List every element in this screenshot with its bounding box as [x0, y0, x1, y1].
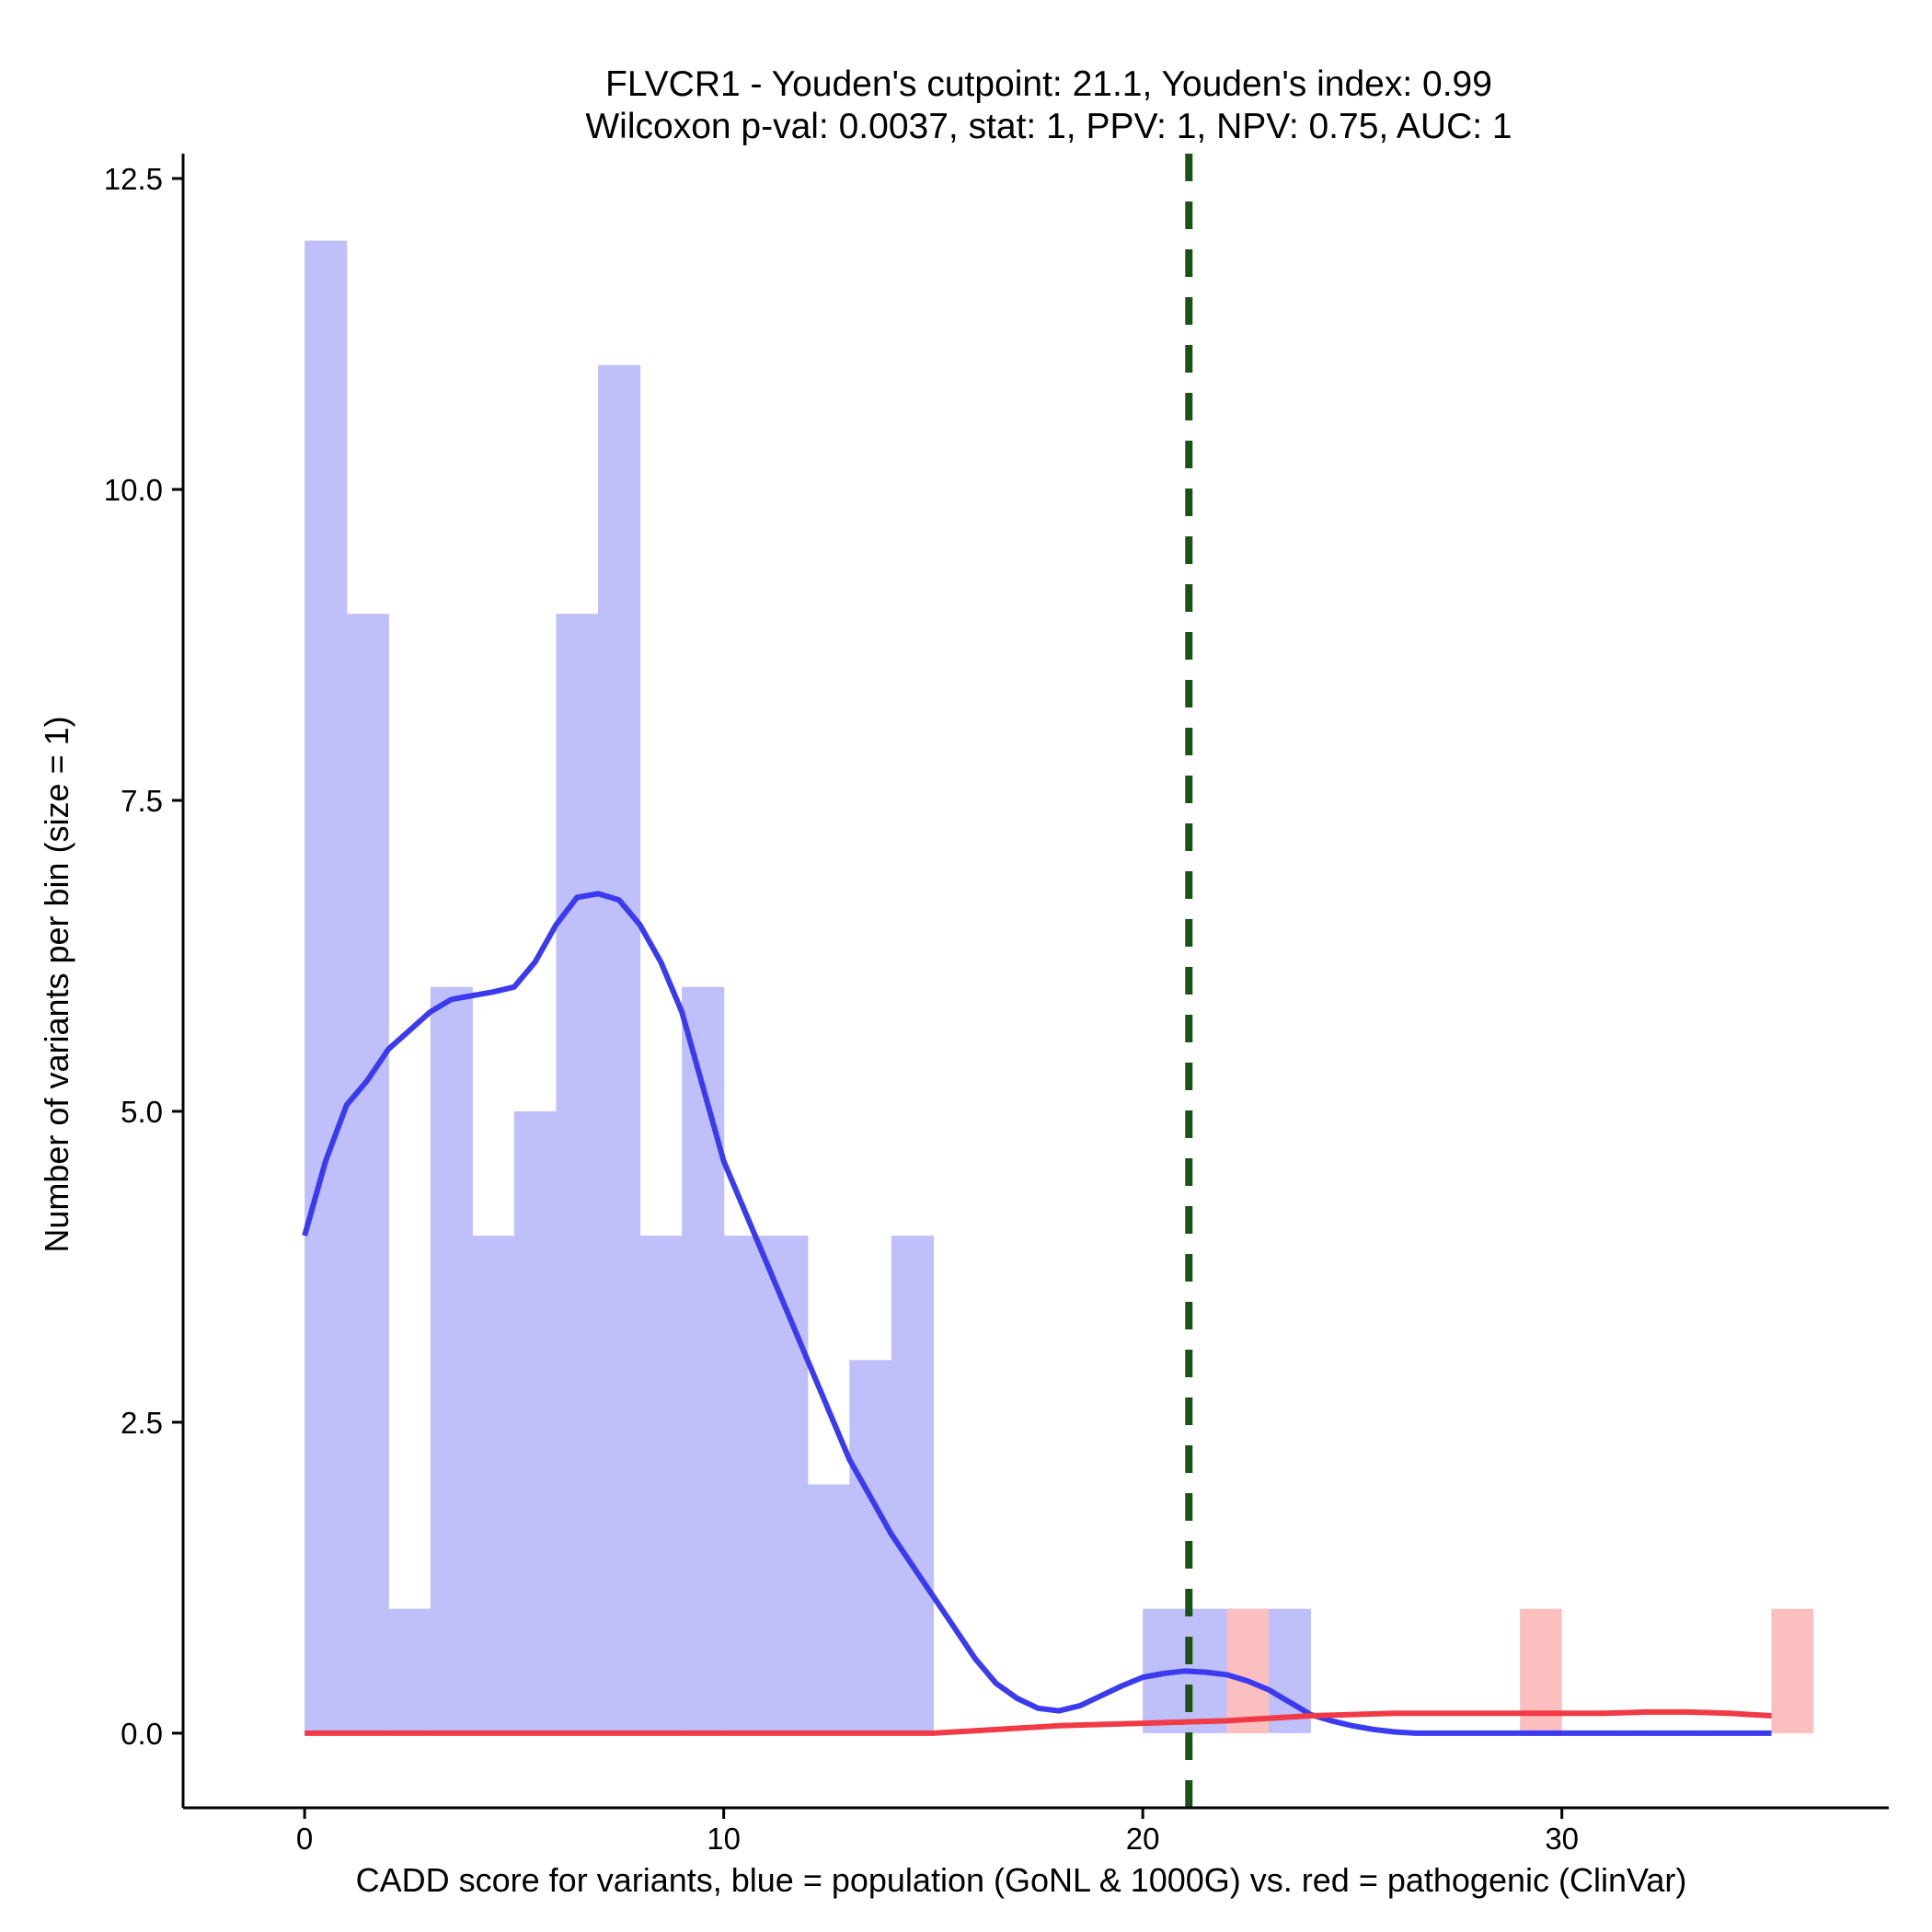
y-tick-label: 2.5 [121, 1406, 163, 1440]
chart-title-line1: FLVCR1 - Youden's cutpoint: 21.1, Youden… [605, 64, 1492, 104]
population-bar-14 [891, 1236, 934, 1733]
y-tick-label: 7.5 [121, 784, 163, 818]
pathogenic-bar-35 [1771, 1608, 1814, 1733]
population-bar-0 [305, 240, 348, 1733]
population-bar-3 [430, 986, 473, 1733]
population-bar-13 [849, 1360, 892, 1733]
population-bar-7 [597, 364, 641, 1733]
population-bar-9 [682, 986, 725, 1733]
population-bars [305, 240, 1311, 1733]
x-axis-label: CADD score for variants, blue = populati… [356, 1861, 1687, 1899]
x-tick-label: 0 [296, 1822, 313, 1856]
y-tick-label: 0.0 [121, 1717, 163, 1751]
population-bar-2 [388, 1608, 431, 1733]
y-axis-label: Number of variants per bin (size = 1) [38, 716, 75, 1252]
y-tick-label: 5.0 [121, 1095, 163, 1129]
population-bar-11 [765, 1236, 809, 1733]
pathogenic-bars [1226, 1608, 1814, 1733]
y-axis: 0.0 2.5 5.0 7.5 10.0 12.5 [104, 154, 185, 1808]
chart-title-line2: Wilcoxon p-val: 0.0037, stat: 1, PPV: 1,… [585, 107, 1512, 146]
pathogenic-bar-22 [1226, 1608, 1269, 1733]
y-tick-label: 12.5 [104, 162, 163, 196]
population-bar-1 [346, 614, 389, 1733]
population-bar-5 [513, 1110, 558, 1733]
population-bar-8 [639, 1236, 683, 1733]
x-axis: 0 10 20 30 [183, 1806, 1889, 1856]
pathogenic-density-line [305, 1708, 1772, 1736]
population-bar-6 [556, 614, 599, 1733]
x-tick-label: 30 [1545, 1822, 1579, 1856]
x-tick-label: 10 [707, 1822, 741, 1856]
population-density-line [302, 891, 1772, 1736]
population-bar-4 [472, 1236, 515, 1733]
population-bar-10 [723, 1236, 766, 1733]
x-tick-label: 20 [1126, 1822, 1160, 1856]
y-tick-label: 10.0 [104, 473, 163, 507]
population-bar-12 [807, 1484, 850, 1733]
